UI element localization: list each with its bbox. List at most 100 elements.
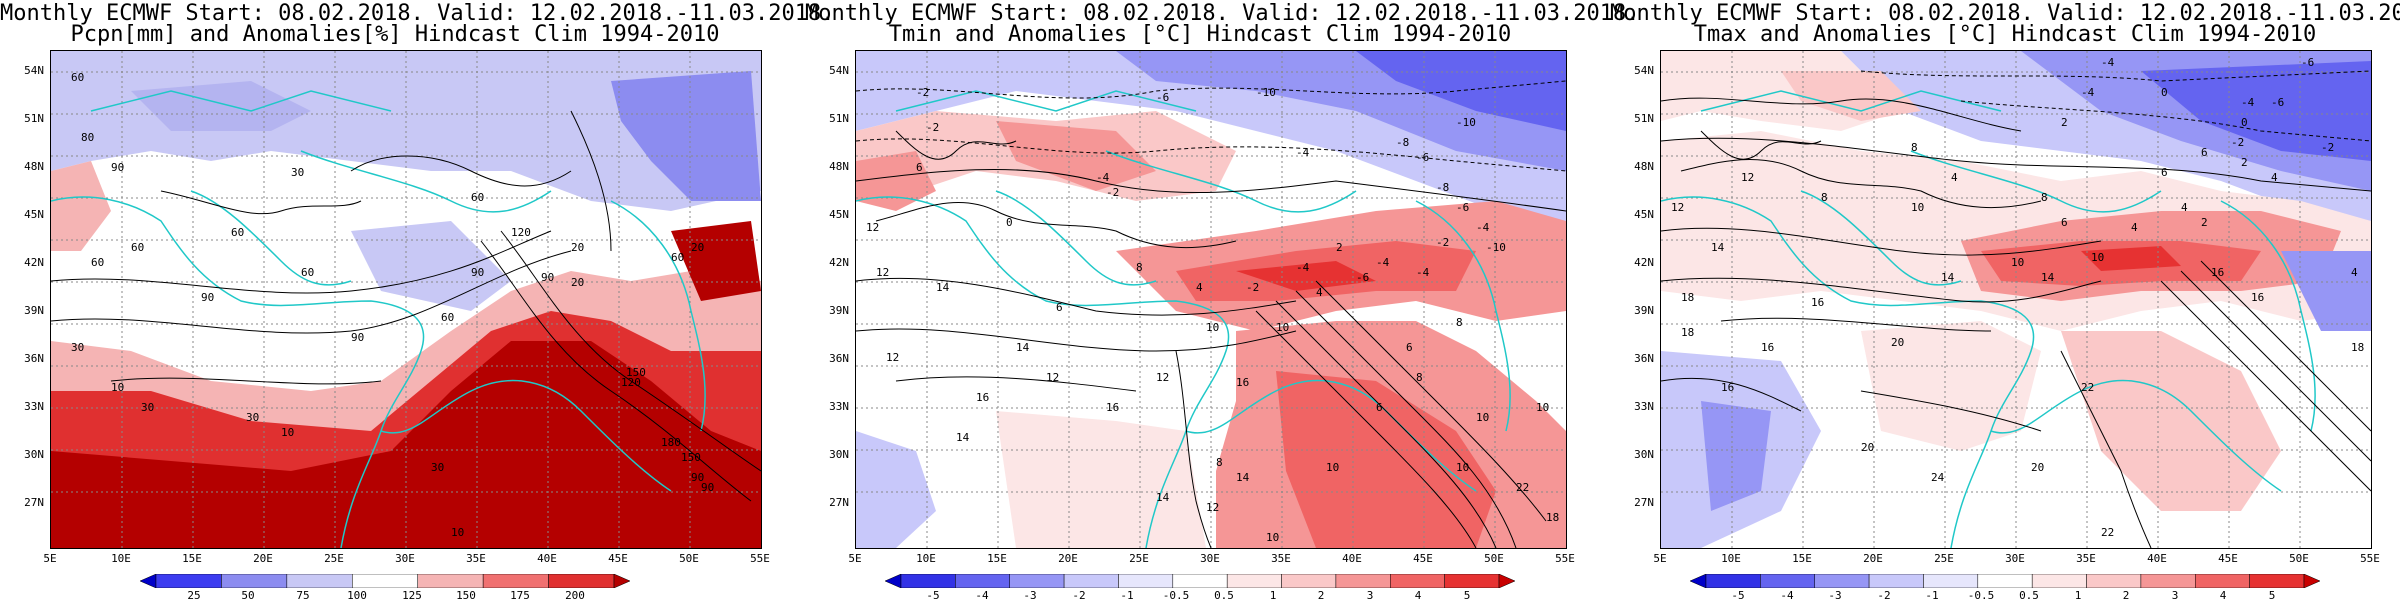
contour-label: 4 — [2351, 266, 2358, 279]
contour-label: 60 — [71, 71, 84, 84]
contour-label: -6 — [1356, 271, 1369, 284]
lon-label: 55E — [750, 552, 770, 565]
tmin-colorbar — [885, 574, 1515, 588]
contour-label: 0 — [1006, 216, 1013, 229]
contour-label: -8 — [1396, 136, 1409, 149]
contour-label: -4 — [2101, 56, 2115, 69]
panel-title-line1: Monthly ECMWF Start: 08.02.2018. Valid: … — [1610, 1, 2400, 26]
contour-label: 16 — [2211, 266, 2224, 279]
lat-label: 42N — [24, 256, 44, 269]
colorbar-tick-label: -4 — [1780, 589, 1794, 602]
contour-label: 12 — [1671, 201, 1684, 214]
colorbar-swatch — [900, 574, 956, 588]
contour-label: -2 — [2321, 141, 2334, 154]
lon-label: 35E — [1271, 552, 1291, 565]
lat-label: 33N — [829, 400, 849, 413]
colorbar-tick-label: -5 — [1731, 589, 1745, 602]
lon-label: 10E — [916, 552, 936, 565]
colorbar-swatch — [1009, 574, 1065, 588]
contour-label: 14 — [1156, 491, 1170, 504]
colorbar-tick-label: 4 — [1414, 589, 1422, 602]
contour-label: 6 — [1406, 341, 1413, 354]
contour-label: -4 — [2081, 86, 2095, 99]
colorbar-tick-label: 5 — [2268, 589, 2276, 602]
contour-label: -2 — [1106, 186, 1119, 199]
contour-label: 10 — [111, 381, 124, 394]
contour-label: 4 — [1316, 286, 1323, 299]
colorbar-tick-label: -2 — [1877, 589, 1891, 602]
colorbar-swatch — [221, 574, 288, 588]
contour-label: 20 — [571, 276, 584, 289]
lon-label: 5E — [848, 552, 862, 565]
contour-label: 8 — [2041, 191, 2048, 204]
colorbar-swatch — [955, 574, 1010, 588]
contour-label: 22 — [2101, 526, 2114, 539]
contour-label: -10 — [1486, 241, 1506, 254]
contour-label: 10 — [1456, 461, 1469, 474]
contour-label: 4 — [1196, 281, 1203, 294]
colorbar-swatch — [2249, 574, 2305, 588]
contour-label: 90 — [471, 266, 484, 279]
colorbar-tick-label: -4 — [975, 589, 989, 602]
colorbar-tick-label: -5 — [926, 589, 940, 602]
contour-label: 18 — [1546, 511, 1559, 524]
contour-label: 150 — [681, 451, 701, 464]
lon-label: 45E — [1413, 552, 1433, 565]
contour-label: 12 — [1741, 171, 1754, 184]
contour-label: 6 — [2061, 216, 2068, 229]
contour-label: 2 — [2201, 216, 2208, 229]
contour-label: 4 — [2271, 171, 2278, 184]
lon-label: 25E — [1129, 552, 1149, 565]
contour-label: 16 — [1761, 341, 1774, 354]
colorbar-tick-label: 4 — [2219, 589, 2227, 602]
lat-label: 27N — [24, 496, 44, 509]
colorbar-swatch — [417, 574, 484, 588]
colorbar-tick-label: 3 — [2171, 589, 2179, 602]
contour-label: 2 — [2241, 156, 2248, 169]
precipitation-map: 60 80 90 30 60 60 60 120 90 20 90 60 20 … — [50, 50, 762, 549]
colorbar-swatch — [1172, 574, 1228, 588]
colorbar-swatches — [885, 574, 1515, 588]
contour-label: 60 — [671, 251, 684, 264]
contour-label: 12 — [886, 351, 899, 364]
contour-label: 10 — [1911, 201, 1924, 214]
lat-label: 48N — [1634, 160, 1654, 173]
colorbar-swatch — [1923, 574, 1979, 588]
colorbar-swatch — [155, 574, 222, 588]
contour-label: 10 — [2091, 251, 2104, 264]
lat-label: 51N — [1634, 112, 1654, 125]
contour-label: 12 — [1046, 371, 1059, 384]
contour-label: -6 — [1156, 91, 1169, 104]
contour-label: 0 — [2241, 116, 2248, 129]
tmax-colorbar — [1690, 574, 2320, 588]
contour-label: -2 — [1246, 281, 1259, 294]
contour-label: 14 — [1016, 341, 1030, 354]
contour-label: 4 — [2131, 221, 2138, 234]
colorbar-swatch — [1444, 574, 1500, 588]
lon-label: 50E — [2289, 552, 2309, 565]
contour-label: 30 — [141, 401, 154, 414]
colorbar-swatch — [140, 574, 157, 588]
lat-label: 27N — [829, 496, 849, 509]
contour-label: 22 — [1516, 481, 1529, 494]
colorbar-tick-label: 150 — [456, 589, 476, 602]
contour-label: 14 — [956, 431, 970, 444]
lat-label: 36N — [829, 352, 849, 365]
colorbar-tick-label: 200 — [565, 589, 585, 602]
lat-label: 51N — [829, 112, 849, 125]
contour-label: -6 — [2301, 56, 2314, 69]
contour-label: -4 — [1376, 256, 1390, 269]
lat-label: 42N — [829, 256, 849, 269]
contour-label: 16 — [1721, 381, 1734, 394]
contour-label: -4 — [1096, 171, 1110, 184]
colorbar-swatch — [2140, 574, 2196, 588]
contour-label: 90 — [201, 291, 214, 304]
tmin-map-canvas: -2 -6 -10 -10 -2 -4 -6 -8 -8 -6 -4 -4 -2… — [856, 51, 1566, 548]
contour-label: 90 — [541, 271, 554, 284]
contour-label: 4 — [2181, 201, 2188, 214]
contour-label: -2 — [2231, 136, 2244, 149]
tmin-panel: Monthly ECMWF Start: 08.02.2018. Valid: … — [805, 0, 1639, 602]
contour-label: 10 — [451, 526, 464, 539]
contour-label: 20 — [1891, 336, 1904, 349]
colorbar-tick-label: 175 — [510, 589, 530, 602]
